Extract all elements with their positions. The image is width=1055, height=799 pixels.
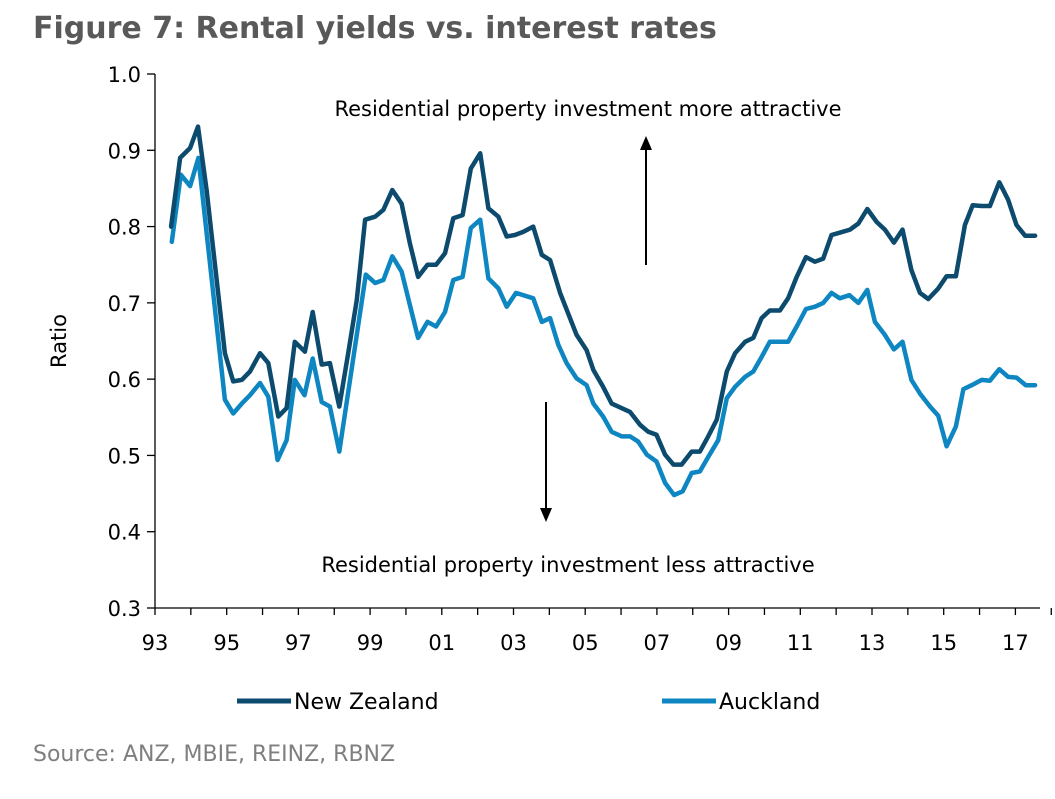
annotation-more-attractive: Residential property investment more att… xyxy=(334,97,841,121)
y-axis-label: Ratio xyxy=(47,314,71,368)
y-tick-label: 0.8 xyxy=(108,216,141,240)
x-tick-label: 11 xyxy=(787,631,814,655)
y-axis: 0.3 0.4 0.5 0.6 0.7 0.8 0.9 1.0 xyxy=(108,63,156,621)
y-tick-label: 0.6 xyxy=(108,368,141,392)
x-tick-label: 15 xyxy=(930,631,957,655)
source-note: Source: ANZ, MBIE, REINZ, RBNZ xyxy=(33,742,395,767)
x-tick-label: 17 xyxy=(1002,631,1029,655)
x-tick-label: 09 xyxy=(715,631,742,655)
x-tick-label: 03 xyxy=(500,631,527,655)
legend-label-new-zealand: New Zealand xyxy=(294,690,439,715)
legend-label-auckland: Auckland xyxy=(719,690,820,715)
x-tick-label: 13 xyxy=(859,631,886,655)
arrow-up-icon xyxy=(640,136,652,265)
x-tick-label: 05 xyxy=(572,631,599,655)
x-tick-label: 93 xyxy=(142,631,169,655)
x-tick-label: 99 xyxy=(357,631,384,655)
y-tick-label: 0.4 xyxy=(108,521,141,545)
y-tick-label: 0.7 xyxy=(108,292,141,316)
series-line-auckland xyxy=(169,155,1038,498)
x-tick-label: 07 xyxy=(644,631,671,655)
x-tick-label: 95 xyxy=(213,631,240,655)
arrow-down-icon xyxy=(540,402,552,522)
chart-title: Figure 7: Rental yields vs. interest rat… xyxy=(33,11,717,46)
series-line-new-zealand xyxy=(168,124,1038,467)
x-axis: 93 95 97 99 01 03 05 07 09 11 13 15 17 xyxy=(142,607,1052,655)
plot-area xyxy=(168,124,1038,498)
x-tick-label: 01 xyxy=(428,631,455,655)
annotation-less-attractive: Residential property investment less att… xyxy=(321,553,814,577)
y-tick-label: 0.3 xyxy=(108,597,141,621)
y-tick-label: 0.5 xyxy=(108,444,141,468)
x-tick-label: 97 xyxy=(285,631,312,655)
legend: New Zealand Auckland xyxy=(237,690,820,715)
y-tick-label: 0.9 xyxy=(108,139,141,163)
y-tick-label: 1.0 xyxy=(108,63,141,87)
